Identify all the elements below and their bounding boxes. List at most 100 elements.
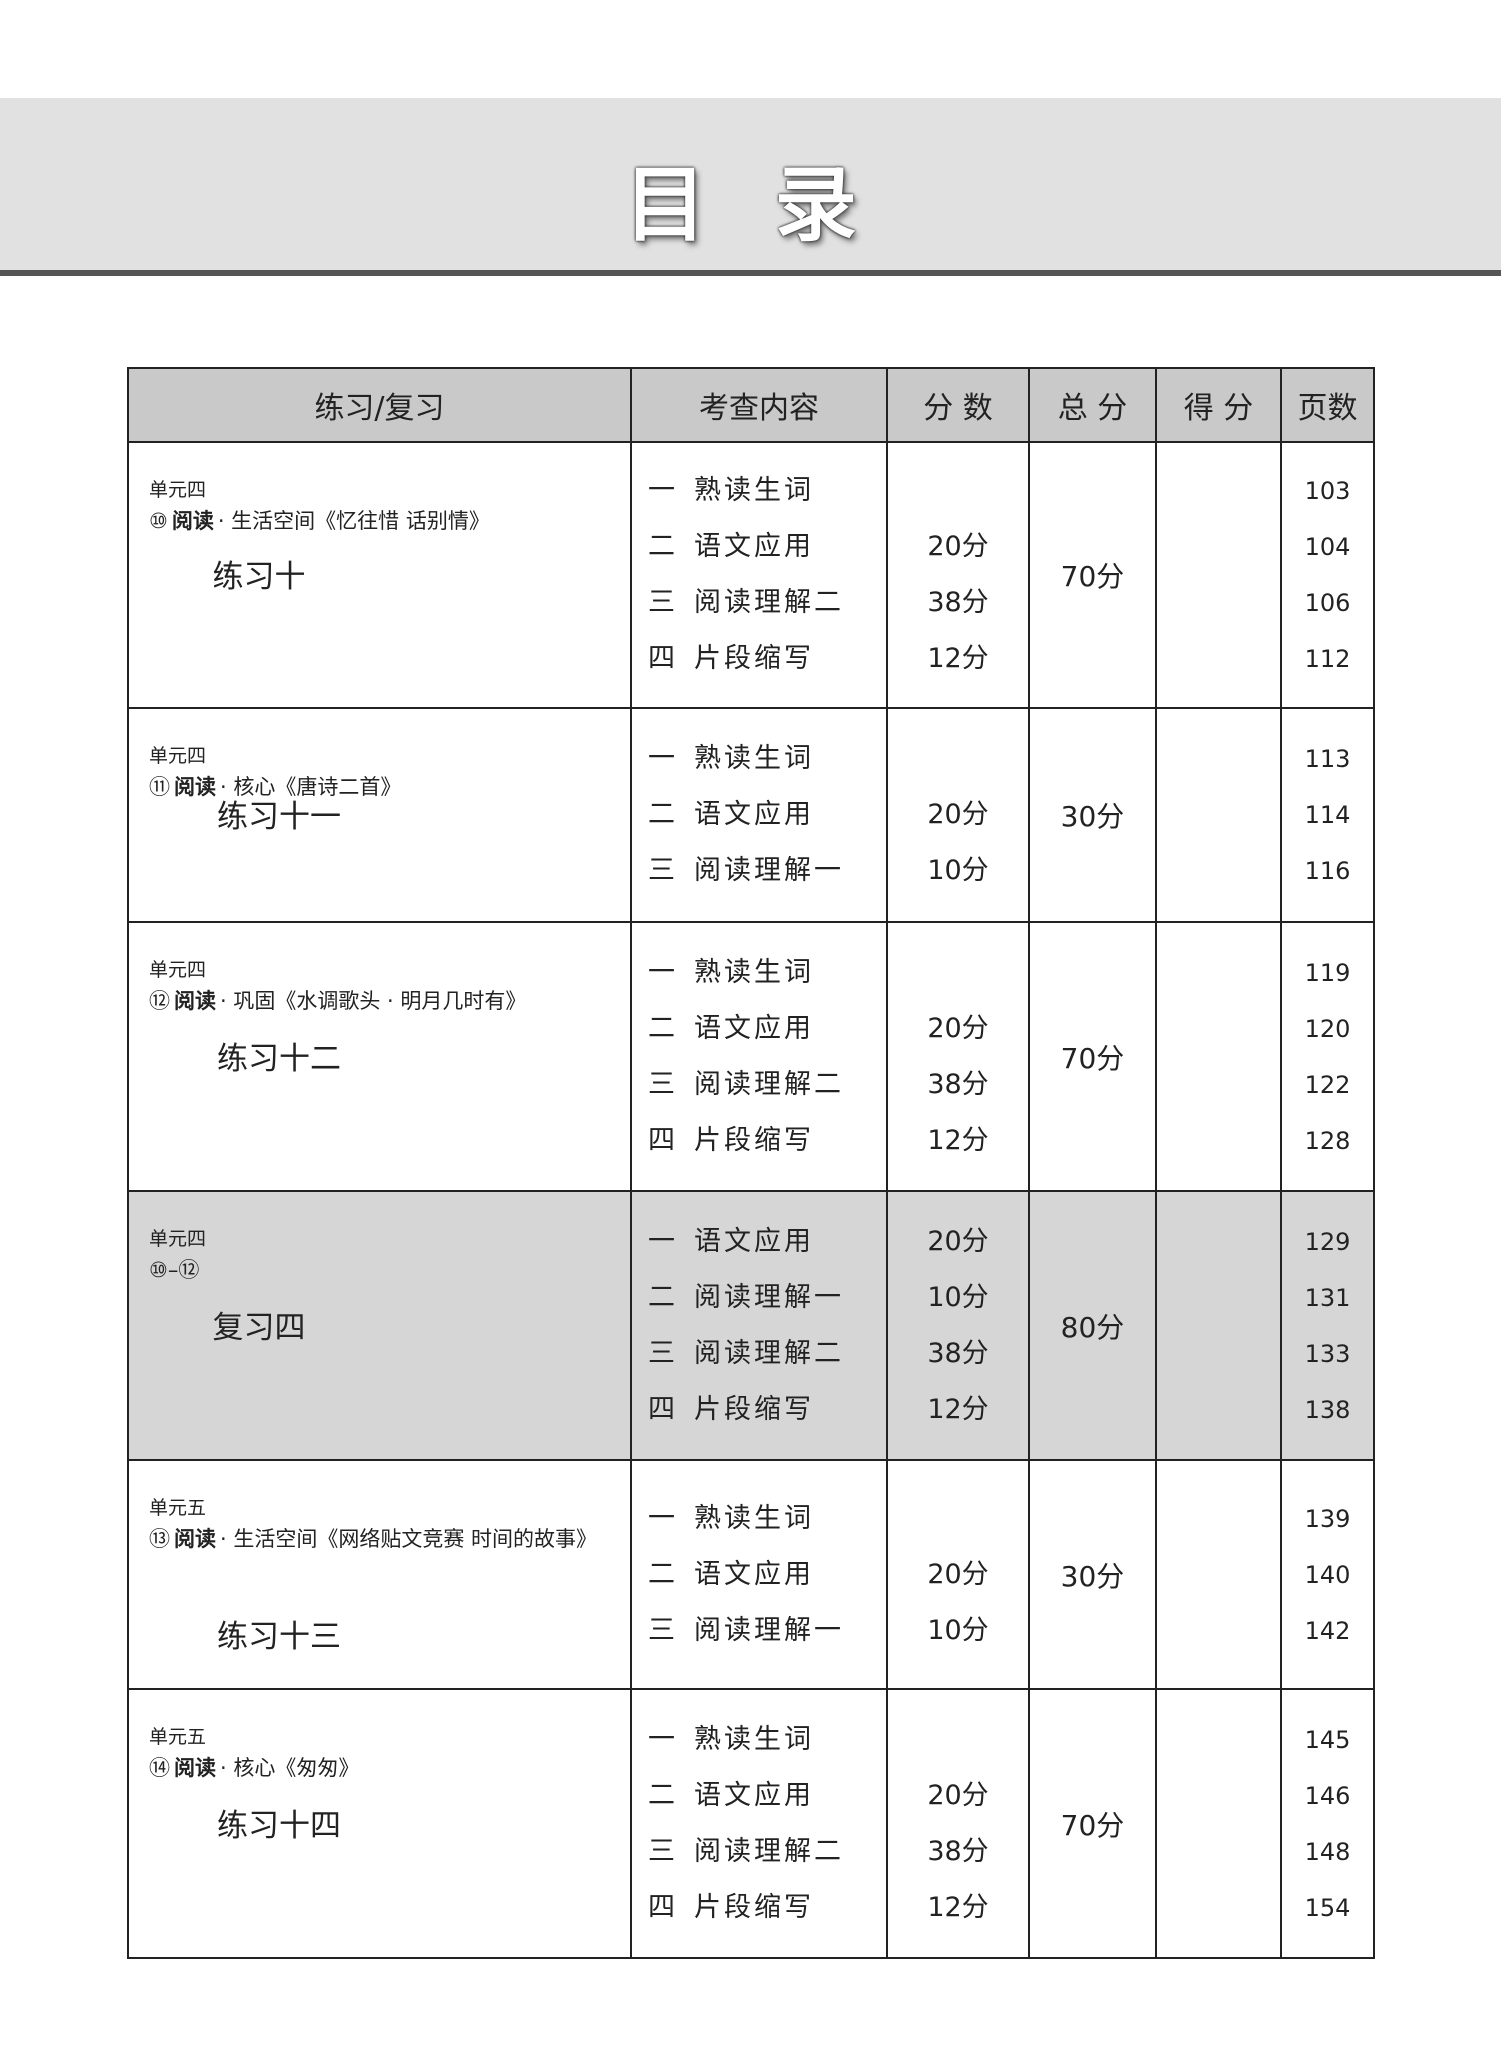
page-cell: 139 140 142 [1280,1459,1375,1690]
item-content: 语文应用 [694,1779,814,1811]
content-line: 三阅读理解二 [632,1824,886,1880]
content-line: 一语文应用 [632,1214,886,1270]
page-number: 142 [1304,1616,1351,1645]
item-number: 二 [648,531,678,562]
page-number: 139 [1304,1504,1351,1533]
blank-score [888,1712,1028,1768]
item-number: 一 [648,1225,678,1257]
item-number: 三 [648,1835,678,1867]
content-line: 二语文应用 [632,1768,886,1824]
page-number: 113 [1304,745,1351,773]
lesson-number: ⑬ [149,1527,170,1551]
item-number: 三 [648,1068,678,1100]
content-cell: 一熟读生词二语文应用三阅读理解二四片段缩写 [630,921,888,1192]
item-content: 语文应用 [694,799,814,830]
item-content: 熟读生词 [694,475,814,506]
item-number: 二 [648,1779,678,1811]
exercise-cell: 单元四 ⑩–⑫ 复习四 [127,1190,632,1461]
content-line: 三阅读理解一 [632,843,886,899]
item-number: 一 [648,1502,678,1534]
page-number: 119 [1304,958,1351,987]
page-title: 目 录 [624,158,877,253]
item-score: 12分 [927,1393,989,1425]
page-cell: 113 114 116 [1280,707,1375,923]
item-content: 熟读生词 [694,743,814,774]
lesson-line: ⑪ 阅读 · 核心《唐诗二首》 [149,771,620,803]
score-cell: 20分 38分 12分 [886,441,1030,709]
item-number: 二 [648,799,678,830]
item-content: 语文应用 [694,1225,814,1257]
header-band [0,98,1501,276]
earned-cell [1155,707,1282,923]
item-score: 10分 [927,855,989,886]
unit-label: 单元四 [149,479,207,501]
item-score: 12分 [927,643,989,674]
page-cell: 103 104 106 112 [1280,441,1375,709]
item-content: 阅读理解一 [694,1614,844,1646]
item-number: 三 [648,1614,678,1646]
item-score: 20分 [927,799,989,830]
item-content: 阅读理解二 [694,1068,844,1100]
total-cell: 80分 [1028,1190,1157,1461]
page-number: 129 [1304,1227,1351,1256]
column-header: 页数 [1280,367,1375,443]
item-score: 20分 [927,1012,989,1044]
page-number: 148 [1304,1837,1351,1866]
item-number: 一 [648,475,678,506]
item-number: 三 [648,587,678,618]
blank-score [888,463,1028,519]
column-header: 练习/复习 [127,367,632,443]
toc-row: 单元四 ⑪ 阅读 · 核心《唐诗二首》 练习十一 一熟读生词二语文应用三阅读理解一 20分 1… [127,707,1375,923]
total-cell: 30分 [1028,707,1157,923]
item-number: 四 [648,643,678,674]
page-number: 145 [1304,1725,1351,1754]
item-content: 熟读生词 [694,1723,814,1755]
content-line: 二语文应用 [632,1547,886,1603]
item-content: 阅读理解一 [694,1281,844,1313]
page-number: 103 [1304,477,1351,505]
total-cell: 30分 [1028,1459,1157,1690]
lesson-text: · 生活空间《网络贴文竞赛 时间的故事》 [220,1527,598,1551]
toc-row: 单元四 ⑫ 阅读 · 巩固《水调歌头 · 明月几时有》 练习十二一熟读生词二语文应用三阅… [127,921,1375,1192]
toc-row: 单元四 ⑩–⑫ 复习四 一语文应用二阅读理解一三阅读理解二四片段缩写 20分 10分 38分… [127,1190,1375,1461]
item-number: 四 [648,1393,678,1425]
score-cell: 20分 10分 38分 12分 [886,1190,1030,1461]
page-number: 120 [1304,1014,1351,1043]
page-number: 116 [1304,857,1351,885]
score-cell: 20分 38分 12分 [886,921,1030,1192]
item-score: 12分 [927,1891,989,1923]
content-line: 一熟读生词 [632,731,886,787]
item-score: 38分 [927,1068,989,1100]
page-number: 154 [1304,1893,1351,1922]
page-number: 112 [1304,645,1351,673]
exercise-title: 练习十四 [217,1807,341,1844]
lesson-kind: 阅读 [171,509,214,533]
lesson-line: ⑩ 阅读 · 生活空间《忆往惜 话别情》 [149,505,620,537]
item-content: 阅读理解二 [694,587,844,618]
toc-row: 单元五 ⑬ 阅读 · 生活空间《网络贴文竞赛 时间的故事》 练习十三 一熟读生词二语文应用… [127,1459,1375,1690]
page-cell: 129 131 133 138 [1280,1190,1375,1461]
exercise-title: 练习十三 [217,1619,341,1655]
column-header: 总 分 [1028,367,1157,443]
blank-score [888,1491,1028,1547]
unit-label: 单元五 [149,1726,207,1748]
lesson-text: · 生活空间《忆往惜 话别情》 [217,509,490,533]
item-number: 四 [648,1124,678,1156]
item-number: 三 [648,1337,678,1369]
lesson-text: · 巩固《水调歌头 · 明月几时有》 [220,989,527,1013]
item-score: 20分 [927,531,989,562]
content-cell: 一熟读生词二语文应用三阅读理解二四片段缩写 [630,1688,888,1959]
header-row: 练习/复习 考查内容分 数总 分得 分页数 [127,367,1375,443]
content-line: 三阅读理解二 [632,1326,886,1382]
item-content: 语文应用 [694,1012,814,1044]
item-score: 12分 [927,1124,989,1156]
content-cell: 一语文应用二阅读理解一三阅读理解二四片段缩写 [630,1190,888,1461]
lesson-text: · 核心《匆匆》 [220,1756,360,1780]
content-cell: 一熟读生词二语文应用三阅读理解一 [630,1459,888,1690]
lesson-number: ⑭ [149,1756,170,1780]
content-line: 一熟读生词 [632,1491,886,1547]
content-cell: 一熟读生词二语文应用三阅读理解二四片段缩写 [630,441,888,709]
column-header: 分 数 [886,367,1030,443]
page-number: 131 [1304,1283,1351,1312]
